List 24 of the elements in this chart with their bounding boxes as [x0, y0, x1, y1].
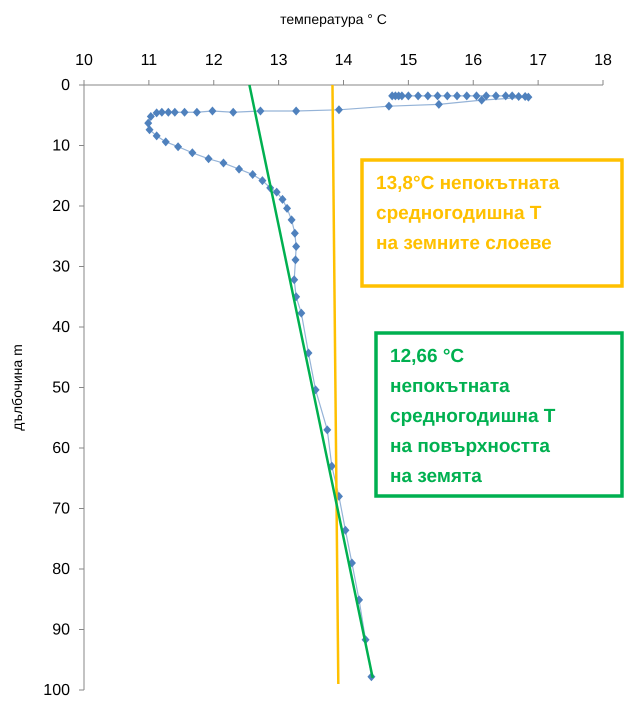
- y-tick-label: 80: [52, 561, 70, 578]
- annotation: 13,8°C непокътната средногодишна Т на земните слоеве: [376, 173, 560, 254]
- x-tick-label: 10: [75, 52, 93, 69]
- x-tick-label: 11: [140, 52, 158, 69]
- y-tick-label: 100: [43, 682, 70, 699]
- x-axis-title: температура ° C: [280, 11, 387, 27]
- y-axis-title: дълбочина m: [9, 344, 25, 431]
- y-tick-label: 60: [52, 440, 70, 457]
- y-tick-label: 10: [52, 138, 70, 154]
- y-tick-label: 30: [52, 258, 70, 276]
- x-tick-label: 16: [464, 52, 482, 69]
- y-tick-label: 20: [52, 198, 70, 215]
- x-tick-label: 15: [399, 52, 418, 69]
- x-tick-label: 18: [594, 52, 612, 69]
- y-tick-label: 40: [52, 319, 70, 336]
- x-tick-label: 17: [529, 52, 548, 69]
- x-tick-label: 12: [204, 52, 223, 69]
- annotation: 12,66 °C непокътната средногодишна Т на повърхността на земята: [390, 346, 556, 487]
- y-tick-label: 0: [61, 77, 70, 94]
- x-tick-label: 13: [270, 52, 288, 69]
- y-tick-label: 50: [52, 380, 70, 396]
- y-tick-label: 70: [52, 500, 70, 518]
- y-tick-label: 90: [52, 622, 70, 638]
- x-tick-label: 14: [334, 52, 352, 69]
